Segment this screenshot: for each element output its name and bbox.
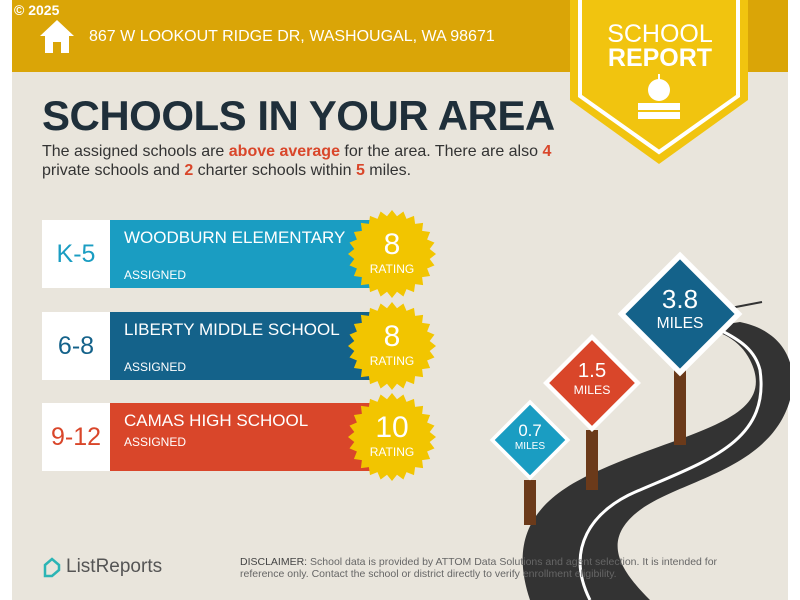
disclaimer: DISCLAIMER: School data is provided by A… xyxy=(240,556,718,580)
sign-unit: MILES xyxy=(514,440,546,452)
rating-value: 10 xyxy=(375,411,409,444)
school-name: WOODBURN ELEMENTARY xyxy=(124,228,346,247)
distance-sign: 3.8 MILES xyxy=(615,249,745,379)
intro-text: The assigned schools are above average f… xyxy=(42,143,552,179)
school-report-title: SCHOOL REPORT xyxy=(607,20,713,72)
sign-value: 1.5 xyxy=(577,359,607,382)
school-row: 9-12 CAMAS HIGH SCHOOL ASSIGNED 10 RATIN… xyxy=(42,393,436,481)
rating-label: RATING xyxy=(369,445,415,459)
rating-value: 8 xyxy=(383,320,401,353)
sign-diamond xyxy=(489,399,571,481)
grade-range: 9-12 xyxy=(42,403,110,471)
sign-diamond xyxy=(617,251,743,377)
school-name: CAMAS HIGH SCHOOL xyxy=(124,411,309,430)
distance-sign: 0.7 MILES xyxy=(488,398,572,482)
school-status: ASSIGNED xyxy=(124,360,187,374)
rating-seal-icon xyxy=(348,302,436,390)
rating-value: 8 xyxy=(383,228,401,261)
rating-seal-icon xyxy=(348,393,436,481)
school-status: ASSIGNED xyxy=(124,435,187,449)
grade-range: K-5 xyxy=(42,220,110,288)
rating-label: RATING xyxy=(369,262,415,276)
apple-books-icon xyxy=(638,74,680,119)
sign-value: 0.7 xyxy=(518,420,542,440)
sign-unit: MILES xyxy=(573,382,611,397)
rating-seal-icon xyxy=(348,210,436,298)
logo-icon xyxy=(43,557,61,578)
sign-unit: MILES xyxy=(656,315,704,333)
distance-sign: 1.5 MILES xyxy=(541,332,643,434)
rating-label: RATING xyxy=(369,354,415,368)
road-illustration xyxy=(522,301,790,600)
school-name: LIBERTY MIDDLE SCHOOL xyxy=(124,320,340,339)
sign-diamond xyxy=(543,334,641,432)
property-address: 867 W LOOKOUT RIDGE DR, WASHOUGAL, WA 98… xyxy=(89,28,495,45)
school-row: 6-8 LIBERTY MIDDLE SCHOOL ASSIGNED 8 RAT… xyxy=(42,302,436,390)
home-icon xyxy=(40,20,74,53)
page-title: SCHOOLS IN YOUR AREA xyxy=(42,92,555,139)
school-row: K-5 WOODBURN ELEMENTARY ASSIGNED 8 RATIN… xyxy=(42,210,436,298)
copyright: © 2025 xyxy=(14,2,60,18)
school-report-ribbon xyxy=(570,0,748,164)
grade-range: 6-8 xyxy=(42,312,110,380)
sign-value: 3.8 xyxy=(661,284,699,315)
listreports-logo: ListReports xyxy=(42,556,162,578)
school-status: ASSIGNED xyxy=(124,268,187,282)
